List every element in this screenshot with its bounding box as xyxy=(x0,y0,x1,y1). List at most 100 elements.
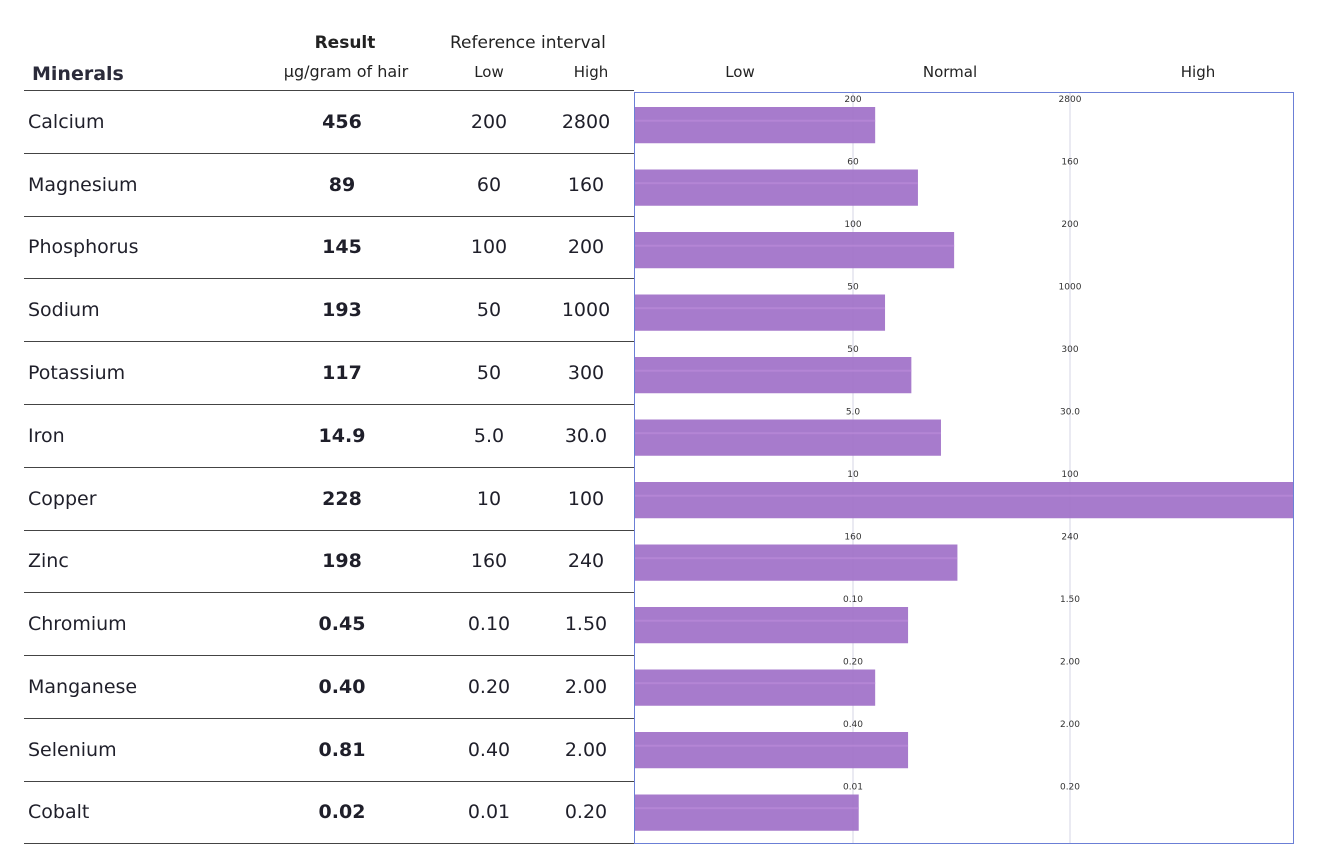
table-row: Iron 14.9 5.0 30.0 xyxy=(24,403,634,467)
reference-high: 2800 xyxy=(561,110,611,133)
reference-high: 300 xyxy=(567,362,605,385)
bar-sodium xyxy=(635,294,886,331)
reference-interval-header: Reference interval xyxy=(450,33,606,53)
ref-high-tick-label: 160 xyxy=(1061,158,1078,168)
bar-highlight xyxy=(635,744,909,747)
ref-high-tick-label: 200 xyxy=(1061,220,1078,230)
zone-low-label: Low xyxy=(725,63,755,81)
result-value: 193 xyxy=(322,299,362,322)
mineral-name: Selenium xyxy=(28,738,117,761)
result-value: 0.02 xyxy=(318,801,366,824)
mineral-name: Zinc xyxy=(28,550,69,573)
reference-low: 100 xyxy=(470,236,508,259)
reference-low: 0.01 xyxy=(467,801,511,824)
result-value: 14.9 xyxy=(318,424,366,447)
reference-low: 160 xyxy=(470,550,508,573)
ref-low-tick-label: 10 xyxy=(847,470,859,480)
bar-manganese xyxy=(635,669,876,706)
bar-selenium xyxy=(635,732,909,769)
ref-high-tick-label: 0.20 xyxy=(1060,783,1080,793)
minerals-table: Calcium 456 200 2800 Magnesium 89 60 160… xyxy=(24,90,634,844)
table-row: Phosphorus 145 100 200 xyxy=(24,215,634,279)
ref-low-tick-label: 0.40 xyxy=(843,720,863,730)
ref-low-tick-label: 50 xyxy=(847,345,859,355)
reference-low: 0.20 xyxy=(467,676,511,699)
mineral-name: Potassium xyxy=(28,362,126,385)
bar-magnesium xyxy=(635,169,918,206)
reference-high: 1.50 xyxy=(564,613,608,636)
reference-low-header: Low xyxy=(474,63,504,81)
bar-highlight xyxy=(635,307,886,310)
ref-high-tick-label: 30.0 xyxy=(1060,408,1080,418)
result-value: 0.40 xyxy=(318,676,366,699)
reference-high: 0.20 xyxy=(564,801,608,824)
zone-high-label: High xyxy=(1180,63,1216,81)
ref-low-tick-label: 5.0 xyxy=(846,408,861,418)
reference-range-chart: 200 2800 60 160 100 200 50 1000 50 300 5.0 30.0 10 10… xyxy=(634,92,1294,844)
reference-high: 100 xyxy=(567,487,605,510)
mineral-name: Manganese xyxy=(28,676,138,699)
mineral-name: Magnesium xyxy=(28,173,138,196)
result-value: 456 xyxy=(322,110,362,133)
ref-low-tick-label: 0.01 xyxy=(843,783,863,793)
mineral-name: Copper xyxy=(28,487,97,510)
bar-highlight xyxy=(635,244,955,247)
reference-low: 60 xyxy=(476,173,502,196)
bar-highlight xyxy=(635,182,918,185)
result-value: 198 xyxy=(322,550,362,573)
bar-highlight xyxy=(635,557,958,560)
bar-copper xyxy=(635,482,1293,519)
reference-low: 0.10 xyxy=(467,613,511,636)
mineral-name: Cobalt xyxy=(28,801,90,824)
result-value: 145 xyxy=(322,236,362,259)
table-row: Selenium 0.81 0.40 2.00 xyxy=(24,717,634,781)
reference-high: 30.0 xyxy=(564,424,608,447)
ref-high-tick-label: 1.50 xyxy=(1060,595,1080,605)
reference-high-header: High xyxy=(573,63,609,81)
ref-low-tick-label: 50 xyxy=(847,283,859,293)
result-value: 0.45 xyxy=(318,613,366,636)
table-row: Copper 228 10 100 xyxy=(24,466,634,530)
unit-header: µg/gram of hair xyxy=(283,62,409,81)
table-row: Magnesium 89 60 160 xyxy=(24,152,634,216)
mineral-name: Iron xyxy=(28,424,65,447)
bar-iron xyxy=(635,419,941,456)
ref-low-tick-label: 0.20 xyxy=(843,658,863,668)
ref-high-tick-label: 100 xyxy=(1061,470,1078,480)
mineral-name: Phosphorus xyxy=(28,236,139,259)
result-value: 89 xyxy=(328,173,356,196)
chart-svg: 200 2800 60 160 100 200 50 1000 50 300 5.0 30.0 10 10… xyxy=(635,93,1293,843)
table-row: Potassium 117 50 300 xyxy=(24,341,634,404)
bar-cobalt xyxy=(635,794,859,831)
ref-high-tick-label: 300 xyxy=(1061,345,1078,355)
result-header: Result xyxy=(314,33,376,53)
bar-chromium xyxy=(635,607,909,644)
table-row: Cobalt 0.02 0.01 0.20 xyxy=(24,780,634,844)
bar-highlight xyxy=(635,619,909,622)
bar-highlight xyxy=(635,369,912,372)
ref-high-tick-label: 1000 xyxy=(1059,283,1082,293)
result-value: 0.81 xyxy=(318,738,366,761)
reference-low: 50 xyxy=(476,299,502,322)
ref-low-tick-label: 60 xyxy=(847,158,859,168)
bar-highlight xyxy=(635,494,1293,497)
bar-phosphorus xyxy=(635,232,955,269)
ref-low-tick-label: 100 xyxy=(844,220,861,230)
result-value: 117 xyxy=(322,362,362,385)
reference-high: 160 xyxy=(567,173,605,196)
ref-low-tick-label: 160 xyxy=(844,533,861,543)
bar-potassium xyxy=(635,357,912,394)
result-value: 228 xyxy=(322,487,362,510)
mineral-name: Calcium xyxy=(28,110,105,133)
reference-high: 2.00 xyxy=(564,676,608,699)
mineral-name: Chromium xyxy=(28,613,127,636)
minerals-header: Minerals xyxy=(32,63,124,85)
reference-high: 200 xyxy=(567,236,605,259)
reference-low: 0.40 xyxy=(467,738,511,761)
bar-highlight xyxy=(635,119,876,122)
ref-high-tick-label: 2.00 xyxy=(1060,720,1080,730)
ref-high-tick-label: 240 xyxy=(1061,533,1078,543)
ref-low-tick-label: 200 xyxy=(844,95,861,105)
bar-highlight xyxy=(635,807,859,810)
ref-low-tick-label: 0.10 xyxy=(843,595,863,605)
